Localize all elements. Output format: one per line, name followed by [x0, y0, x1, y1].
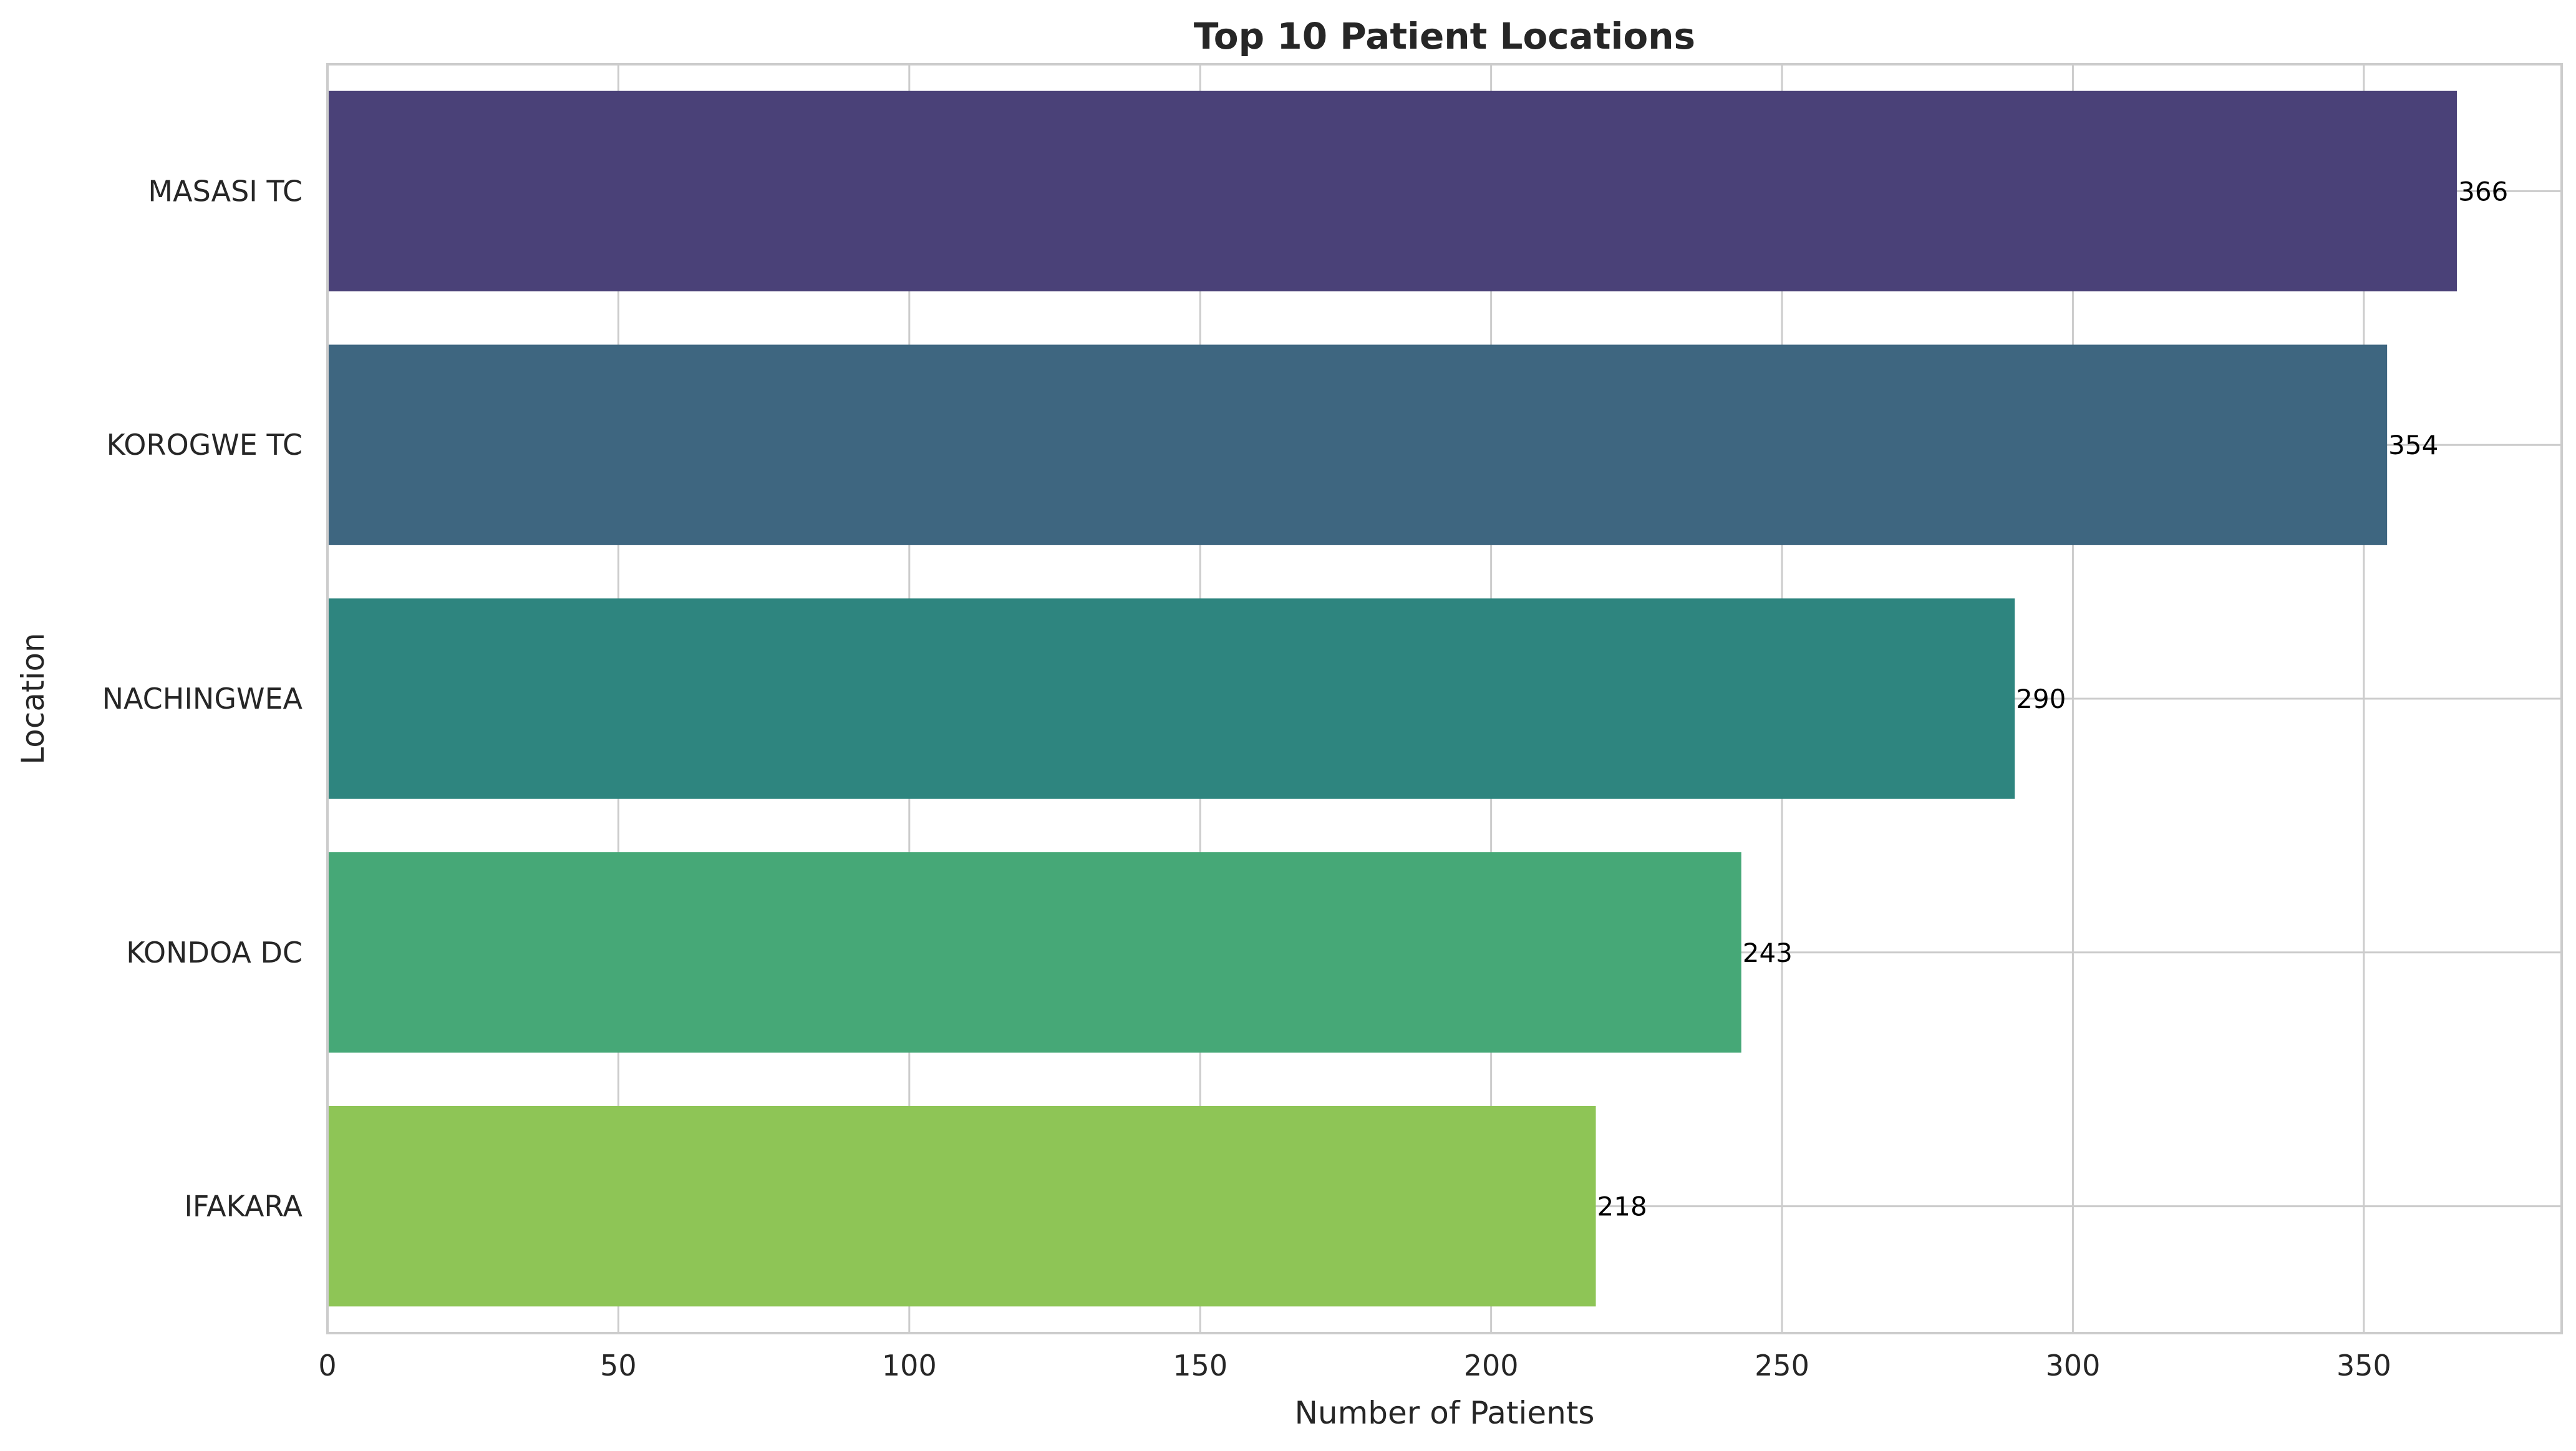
chart-title: Top 10 Patient Locations [1194, 15, 1695, 57]
y-tick-label-korogwe-tc: KOROGWE TC [107, 428, 303, 462]
y-axis-title: Location [15, 633, 51, 764]
value-label-masasi-tc: 366 [2458, 176, 2508, 206]
x-tick-label-100: 100 [882, 1349, 937, 1382]
value-label-kondoa-dc: 243 [1743, 938, 1793, 968]
y-tick-label-masasi-tc: MASASI TC [148, 174, 303, 208]
bar-ifakara [327, 1105, 1596, 1307]
x-tick-label-300: 300 [2046, 1349, 2101, 1382]
value-labels: 366 354 290 243 218 [1597, 176, 2509, 1221]
bar-kondoa-dc [327, 852, 1741, 1053]
bar-korogwe-tc [327, 344, 2388, 545]
x-tick-label-50: 50 [600, 1349, 637, 1382]
x-tick-label-250: 250 [1755, 1349, 1809, 1382]
x-tick-label-200: 200 [1464, 1349, 1519, 1382]
plot-frame [326, 63, 2563, 1334]
x-axis-title: Number of Patients [1295, 1395, 1595, 1431]
x-tick-label-0: 0 [318, 1349, 336, 1382]
value-label-korogwe-tc: 354 [2388, 430, 2438, 460]
y-tick-labels: MASASI TC KOROGWE TC NACHINGWEA KONDOA DC IF… [102, 174, 303, 1223]
value-label-nachingwea: 290 [2016, 684, 2066, 714]
y-tick-label-nachingwea: NACHINGWEA [102, 682, 303, 716]
y-tick-label-kondoa-dc: KONDOA DC [126, 936, 303, 969]
bar-layer [327, 90, 2457, 1307]
x-tick-label-350: 350 [2336, 1349, 2391, 1382]
x-tick-labels: 0 50 100 150 200 250 300 350 [318, 1349, 2391, 1382]
bar-masasi-tc [327, 90, 2457, 292]
x-tick-label-150: 150 [1173, 1349, 1227, 1382]
bar-nachingwea [327, 598, 2015, 799]
y-tick-label-ifakara: IFAKARA [184, 1190, 303, 1223]
value-label-ifakara: 218 [1597, 1191, 1647, 1222]
